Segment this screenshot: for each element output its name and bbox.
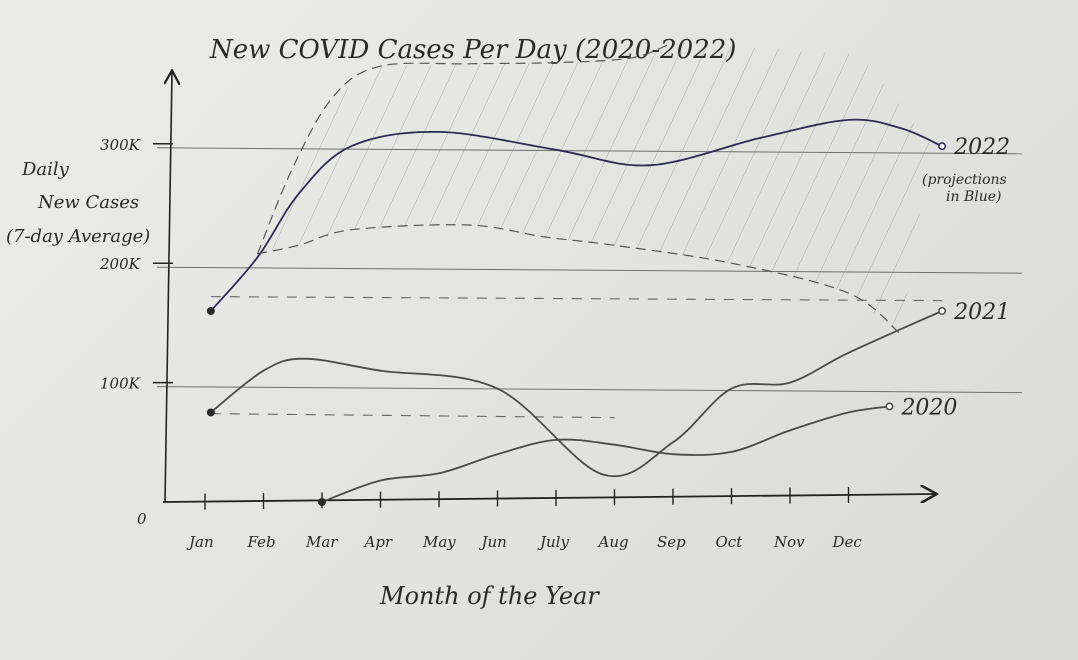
x-tick-label: Dec — [832, 533, 863, 551]
series-start-point — [318, 498, 326, 506]
x-tick-label: Jan — [186, 533, 214, 551]
y-axis-label-line-2: New Cases — [37, 192, 139, 213]
series-end-point — [938, 142, 947, 151]
reference-dashed-line — [210, 296, 943, 302]
projection-hatch-region — [257, 42, 931, 335]
series-line-2022-projection-lower-bound — [257, 224, 902, 336]
x-tick-label: July — [537, 533, 569, 551]
x-axis-label: Month of the Year — [379, 582, 600, 610]
series-line-2022 — [209, 118, 943, 312]
grid-line — [156, 147, 1023, 155]
series-label-2020: 2020 — [900, 395, 957, 420]
grid-line — [156, 386, 1023, 394]
grid-lines — [156, 147, 1023, 394]
x-tick-label: Feb — [247, 533, 276, 551]
x-tick-label: Mar — [305, 533, 338, 551]
x-tick-label: Sep — [657, 533, 686, 551]
series-end-point — [885, 402, 894, 411]
x-tick-label: Nov — [773, 533, 805, 551]
y-tick-label: 300K — [100, 136, 141, 154]
y-axis-label-line-1: Daily — [21, 159, 70, 180]
projection-note: (projections in Blue) — [922, 172, 1007, 205]
reference-lines — [210, 296, 943, 419]
axis-ticks: 0 100K 200K 300K Jan Feb Mar Apr May Jun July Aug Se… — [99, 136, 862, 551]
series-end-point — [938, 307, 947, 315]
series-start-point — [206, 306, 215, 315]
projection-note-text-2: in Blue) — [946, 189, 1001, 205]
series-label-2021: 2021 — [953, 300, 1010, 325]
projection-note-text: (projections — [922, 172, 1007, 188]
projection-hatch-area — [257, 42, 931, 335]
y-tick-label: 100K — [100, 375, 141, 393]
series-labels: 2020 2021 2022 — [900, 135, 1010, 420]
x-tick-label: Aug — [597, 533, 629, 551]
reference-dashed-line — [210, 413, 615, 419]
x-axis-line — [162, 494, 935, 502]
series-line-2021 — [209, 310, 943, 478]
series-start-point — [206, 408, 215, 417]
grid-line — [156, 266, 1023, 274]
y-axis-label-line-3: (7-day Average) — [6, 226, 150, 247]
series-line-2022-projection-upper-bound — [257, 41, 674, 255]
series-lines — [206, 41, 947, 506]
y-tick-label: 200K — [99, 255, 141, 273]
x-tick-label: Apr — [363, 533, 393, 551]
x-tick-label: Jun — [479, 533, 507, 551]
series-line-2020 — [321, 405, 891, 503]
x-tick-label: Oct — [716, 533, 744, 551]
y-axis-line — [165, 72, 172, 503]
y-tick-label: 0 — [137, 510, 147, 528]
x-tick-label: May — [422, 533, 456, 551]
series-label-2022: 2022 — [953, 135, 1010, 160]
